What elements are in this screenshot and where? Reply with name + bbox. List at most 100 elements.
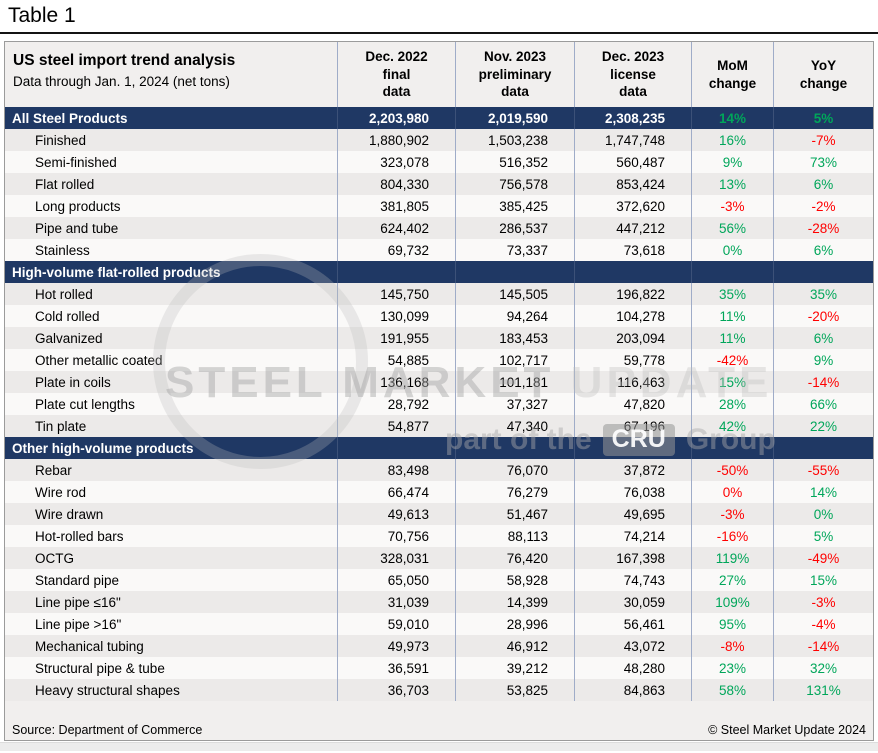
yoy-cell: 9% [773,349,873,371]
bottom-strip [0,742,878,751]
table-row: Finished 1,880,902 1,503,238 1,747,748 16% -7… [5,129,873,151]
yoy-cell: 131% [773,679,873,701]
mom-cell: 15% [691,371,773,393]
column-header-4: MoM change [691,42,773,107]
table-row: Cold rolled 130,099 94,264 104,278 11% -20% [5,305,873,327]
table-row: Tin plate 54,877 47,340 67,196 42% 22% [5,415,873,437]
yoy-cell: -14% [773,371,873,393]
table-row: Line pipe ≤16" 31,039 14,399 30,059 109% -3% [5,591,873,613]
table-row: Plate cut lengths 28,792 37,327 47,820 28% 66… [5,393,873,415]
value-cell: 2,203,980 [337,107,455,129]
value-cell: 1,880,902 [337,129,455,151]
column-header-line: change [708,75,757,91]
product-label: Rebar [35,462,72,478]
source-note: Source: Department of Commerce [12,722,203,737]
column-header-line: YoY [810,57,837,73]
value-cell: 2,019,590 [455,107,574,129]
product-label: Semi-finished [35,154,117,170]
value-cell: 30,059 [574,591,691,613]
value-cell: 73,337 [455,239,574,261]
spacer-row [5,701,873,719]
mom-cell: 119% [691,547,773,569]
yoy-cell: -7% [773,129,873,151]
product-label: Structural pipe & tube [35,660,165,676]
section-label: Other high-volume products [12,440,194,456]
value-cell: 196,822 [574,283,691,305]
column-header-2: Nov. 2023 preliminary data [455,42,574,107]
product-label: Other metallic coated [35,352,163,368]
value-cell: 1,503,238 [455,129,574,151]
table-row: Semi-finished 323,078 516,352 560,487 9% 73% [5,151,873,173]
value-cell: 43,072 [574,635,691,657]
value-cell: 76,420 [455,547,574,569]
value-cell: 31,039 [337,591,455,613]
table-header-row: US steel import trend analysis Data thro… [5,42,873,107]
table-row: Standard pipe 65,050 58,928 74,743 27% 15% [5,569,873,591]
column-header-line: Nov. 2023 [483,48,547,64]
yoy-cell: 73% [773,151,873,173]
value-cell: 76,279 [455,481,574,503]
product-label: Wire rod [35,484,87,500]
mom-cell: 109% [691,591,773,613]
yoy-cell: 66% [773,393,873,415]
mom-cell: -50% [691,459,773,481]
yoy-cell: 15% [773,569,873,591]
yoy-cell [773,437,873,459]
value-cell: 51,467 [455,503,574,525]
product-label: Plate cut lengths [35,396,135,412]
yoy-cell: 32% [773,657,873,679]
table-title-cell: US steel import trend analysis Data thro… [5,42,337,107]
product-label: OCTG [35,550,74,566]
yoy-cell: -4% [773,613,873,635]
yoy-cell: 5% [773,107,873,129]
table-row: Pipe and tube 624,402 286,537 447,212 56% -28… [5,217,873,239]
value-cell: 39,212 [455,657,574,679]
value-cell: 54,885 [337,349,455,371]
value-cell: 94,264 [455,305,574,327]
value-cell: 73,618 [574,239,691,261]
value-cell: 116,463 [574,371,691,393]
section-label: High-volume flat-rolled products [12,264,221,280]
value-cell: 46,912 [455,635,574,657]
mom-cell: 95% [691,613,773,635]
yoy-cell: -2% [773,195,873,217]
product-label: Plate in coils [35,374,111,390]
value-cell: 1,747,748 [574,129,691,151]
mom-cell: 14% [691,107,773,129]
value-cell: 102,717 [455,349,574,371]
steel-import-table: US steel import trend analysis Data thro… [4,41,874,741]
mom-cell: 0% [691,481,773,503]
value-cell: 2,308,235 [574,107,691,129]
value-cell: 328,031 [337,547,455,569]
product-label: Wire drawn [35,506,104,522]
value-cell: 70,756 [337,525,455,547]
value-cell: 130,099 [337,305,455,327]
value-cell: 47,340 [455,415,574,437]
yoy-cell: 5% [773,525,873,547]
yoy-cell: 22% [773,415,873,437]
page: Table 1 US steel import trend analysis D… [0,3,878,751]
product-label: Galvanized [35,330,103,346]
value-cell: 853,424 [574,173,691,195]
yoy-cell: -49% [773,547,873,569]
table-body: All Steel Products 2,203,980 2,019,590 2,30… [5,107,873,701]
value-cell: 58,928 [455,569,574,591]
mom-cell: 16% [691,129,773,151]
value-cell: 69,732 [337,239,455,261]
value-cell [337,261,455,283]
yoy-cell: -28% [773,217,873,239]
value-cell: 65,050 [337,569,455,591]
column-header-line: final [382,66,411,82]
mom-cell: 56% [691,217,773,239]
value-cell: 49,973 [337,635,455,657]
value-cell: 203,094 [574,327,691,349]
copyright-note: © Steel Market Update 2024 [708,722,866,737]
product-label: Line pipe >16" [35,616,122,632]
yoy-cell: -55% [773,459,873,481]
value-cell: 59,778 [574,349,691,371]
value-cell: 37,872 [574,459,691,481]
table-row: Mechanical tubing 49,973 46,912 43,072 -8% -1… [5,635,873,657]
table-row: Hot-rolled bars 70,756 88,113 74,214 -16% 5% [5,525,873,547]
table-row: Heavy structural shapes 36,703 53,825 84,86… [5,679,873,701]
value-cell: 385,425 [455,195,574,217]
